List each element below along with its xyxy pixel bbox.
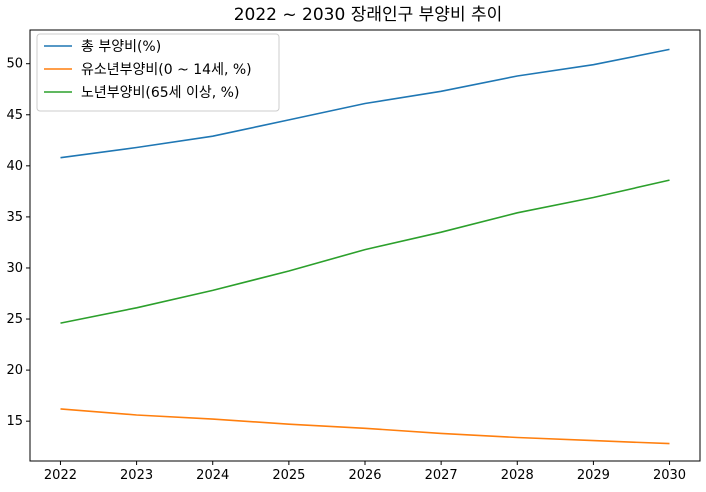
- x-tick-label: 2029: [577, 468, 610, 483]
- y-axis: 15 20 25 30 35 40 45 50: [6, 57, 30, 429]
- chart-title: 2022 ~ 2030 장래인구 부양비 추이: [234, 5, 503, 25]
- x-tick-label: 2026: [348, 468, 381, 483]
- series-lines: [60, 48, 670, 445]
- legend-label: 노년부양비(65세 이상, %): [81, 85, 239, 101]
- x-tick-label: 2022: [44, 468, 77, 483]
- series-line-1: [60, 408, 670, 445]
- y-tick-label: 25: [6, 312, 23, 327]
- x-tick-label: 2030: [653, 468, 686, 483]
- x-tick-label: 2023: [120, 468, 153, 483]
- y-tick-label: 45: [6, 108, 23, 123]
- legend-box: [36, 33, 280, 112]
- y-tick-label: 20: [6, 363, 23, 378]
- y-tick-label: 30: [6, 261, 23, 276]
- legend: 총 부양비(%) 유소년부양비(0 ~ 14세, %) 노년부양비(65세 이상, …: [36, 33, 280, 112]
- y-tick-label: 35: [6, 210, 23, 225]
- y-tick-label: 15: [6, 414, 23, 429]
- x-tick-label: 2025: [272, 468, 305, 483]
- legend-label: 총 부양비(%): [81, 39, 161, 55]
- series-line-2: [60, 179, 670, 324]
- y-tick-label: 50: [6, 57, 23, 72]
- x-tick-label: 2024: [196, 468, 229, 483]
- y-tick-label: 40: [6, 159, 23, 174]
- series-line-0: [60, 48, 670, 159]
- legend-label: 유소년부양비(0 ~ 14세, %): [81, 62, 252, 78]
- x-tick-label: 2027: [425, 468, 458, 483]
- x-tick-label: 2028: [501, 468, 534, 483]
- x-axis: 2022 2023 2024 2025 2026 2027 2028 2029 2030: [44, 461, 686, 483]
